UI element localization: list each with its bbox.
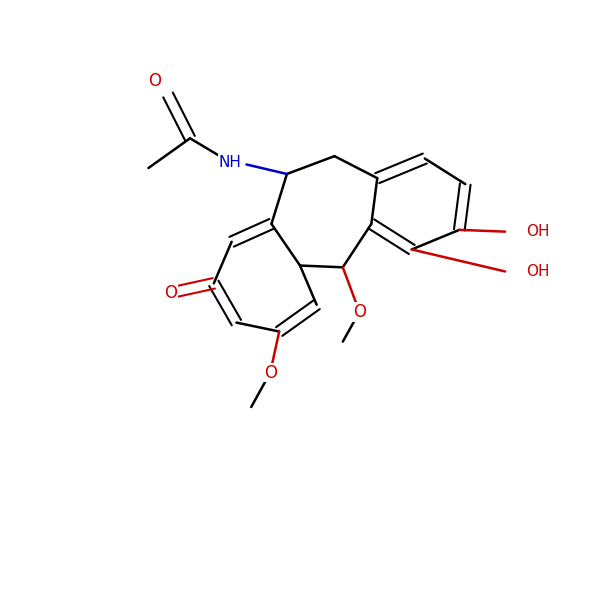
Text: OH: OH (526, 264, 550, 279)
Text: O: O (353, 303, 366, 321)
Text: O: O (264, 364, 277, 382)
Text: OH: OH (526, 224, 550, 239)
Text: O: O (148, 72, 161, 90)
Text: NH: NH (218, 155, 241, 170)
Text: O: O (164, 284, 177, 302)
